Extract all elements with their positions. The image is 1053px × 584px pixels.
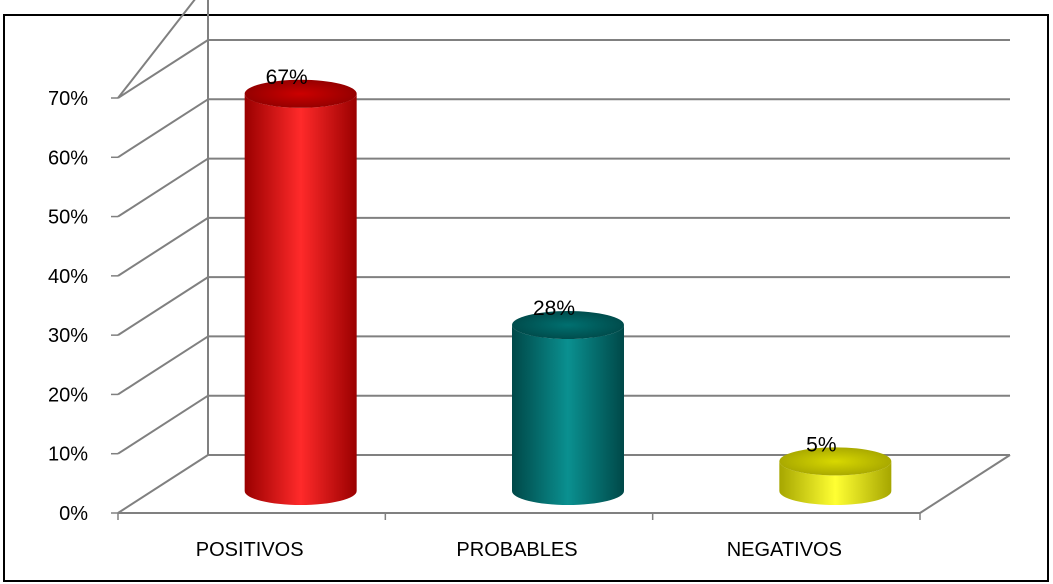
bar-negativos-top (779, 447, 892, 476)
y-tick-label: 20% (48, 384, 88, 406)
x-tick-label-probables: PROBABLES (456, 539, 577, 561)
x-tick-label-positivos: POSITIVOS (196, 539, 304, 561)
axis-layer: 0% 10% 20% 30% 40% 50% 60% 70% (48, 88, 1011, 525)
side-wall-upper-diagonal (117, 0, 196, 99)
data-label-probables: 28% (533, 297, 575, 320)
bar-probables-body (512, 325, 624, 505)
data-label-positivos: 67% (266, 66, 308, 89)
gridline-side (117, 217, 209, 277)
y-tick-label: 10% (48, 444, 88, 466)
bar-positivos-top (244, 79, 357, 108)
bar-positivos-body (244, 93, 357, 505)
data-label-negativos: 5% (806, 433, 836, 456)
x-tick-label-negativos: NEGATIVOS (727, 539, 842, 561)
gridline-side (117, 157, 209, 218)
y-tick-label: 50% (48, 207, 88, 229)
floor-right-edge (919, 454, 1011, 514)
labels-layer: 67% POSITIVOS 28% PROBABLES 5% NEGATIVOS (196, 66, 842, 561)
bar-probables-top (512, 311, 624, 339)
gridline-side (117, 394, 209, 455)
y-tick-label: 0% (59, 503, 88, 525)
bar-negativos-body (779, 461, 892, 506)
bars-layer (244, 79, 892, 506)
gridline-side (117, 335, 209, 396)
gridline-side (117, 39, 209, 99)
y-tick-label: 40% (48, 266, 88, 288)
gridline-side (117, 98, 209, 159)
y-tick-label: 60% (48, 147, 88, 169)
y-tick-label: 30% (48, 325, 88, 347)
y-tick-label: 70% (48, 88, 88, 110)
gridline-side (117, 276, 209, 336)
gridline-side (117, 454, 209, 514)
